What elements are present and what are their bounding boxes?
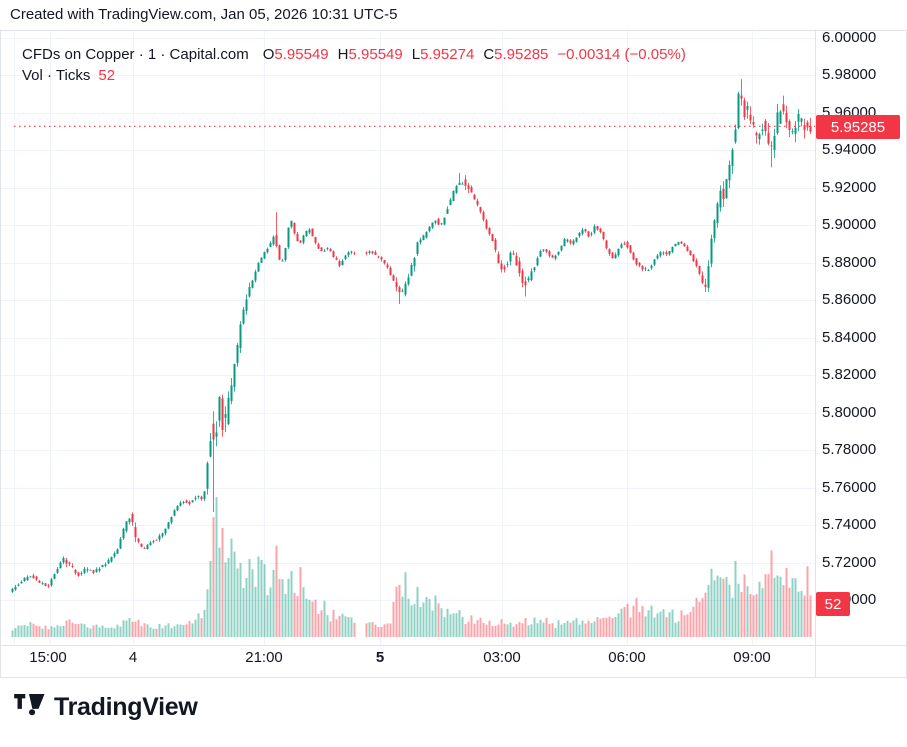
price-axis-label: 6.00000 — [822, 29, 877, 46]
legend-row-volume: Vol · Ticks 52 — [22, 65, 686, 86]
symbol-title[interactable]: CFDs on Copper · 1 · Capital.com — [22, 46, 249, 63]
chart-legend: CFDs on Copper · 1 · Capital.com O5.9554… — [22, 44, 686, 86]
price-axis-label: 5.84000 — [822, 328, 877, 346]
price-axis-label: 5.78000 — [822, 441, 877, 459]
legend-row-symbol: CFDs on Copper · 1 · Capital.com O5.9554… — [22, 44, 686, 65]
price-axis-label: 5.90000 — [822, 216, 877, 234]
price-axis-label: 5.98000 — [822, 66, 877, 84]
ohlc-open: O5.95549 — [262, 46, 329, 63]
price-axis-label: 5.80000 — [822, 403, 877, 421]
tradingview-logo-icon — [14, 694, 45, 716]
ohlc-low: L5.95274 — [411, 46, 475, 63]
time-axis-label: 09:00 — [733, 649, 771, 666]
price-axis-label: 5.74000 — [822, 516, 877, 534]
price-axis-label: 5.88000 — [822, 253, 877, 271]
time-axis-label: 21:00 — [245, 649, 283, 666]
tradingview-logo-text: TradingView — [54, 693, 198, 721]
attribution-text: Created with TradingView.com, Jan 05, 20… — [10, 6, 398, 23]
time-axis-label: 5 — [375, 649, 385, 666]
price-axis-label: 5.72000 — [822, 553, 877, 571]
time-axis-label: 4 — [128, 649, 138, 666]
price-axis-label: 5.94000 — [822, 141, 877, 159]
tradingview-logo[interactable]: TradingView — [14, 693, 198, 722]
price-axis-label: 5.82000 — [822, 366, 877, 384]
volume-value-badge: 52 — [816, 592, 850, 616]
last-price-badge: 5.95285 — [816, 115, 900, 139]
volume-study-value: 52 — [98, 67, 116, 84]
ohlc-high: H5.95549 — [337, 46, 403, 63]
volume-study-title[interactable]: Vol · Ticks — [22, 67, 91, 84]
price-change: −0.00314 (−0.05%) — [557, 46, 686, 63]
ohlc-close: C5.95285 — [483, 46, 549, 63]
price-axis-label: 5.86000 — [822, 291, 877, 309]
time-scale[interactable]: 15:00 4 21:00 5 03:00 06:00 09:00 — [0, 645, 907, 677]
price-axis-label: 5.76000 — [822, 478, 877, 496]
time-axis-label: 03:00 — [483, 649, 521, 666]
time-axis-label: 06:00 — [608, 649, 646, 666]
time-axis-label: 15:00 — [29, 649, 67, 666]
price-axis-label: 5.92000 — [822, 178, 877, 196]
